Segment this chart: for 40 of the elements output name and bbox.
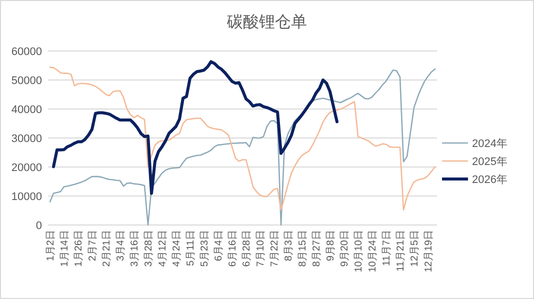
x-tick-label: 6月4日	[214, 230, 224, 262]
x-tick-label: 3月28日	[144, 230, 154, 267]
x-tick-label: 1月26日	[74, 230, 84, 267]
line-series	[52, 60, 338, 195]
x-tick-label: 6月16日	[228, 230, 238, 267]
y-tick-label: 10000	[11, 191, 42, 203]
x-tick-label: 9月20日	[340, 230, 350, 267]
y-tick-label: 20000	[11, 162, 42, 174]
x-tick-label: 1月14日	[60, 230, 70, 267]
legend-label: 2026年	[472, 174, 508, 186]
x-tick-label: 12月5日	[410, 230, 420, 267]
x-tick-label: 8月3日	[284, 230, 294, 262]
x-tick-label: 12月19日	[424, 230, 434, 272]
x-tick-label: 4月12日	[158, 230, 168, 267]
x-tick-label: 1月2日	[46, 230, 56, 262]
y-tick-label: 0	[36, 220, 42, 232]
y-tick-label: 30000	[11, 133, 42, 145]
x-tick-label: 2月7日	[88, 230, 98, 262]
x-tick-label: 8月27日	[312, 230, 322, 267]
x-tick-label: 10月10日	[354, 230, 364, 272]
x-tick-label: 5月11日	[186, 230, 196, 266]
y-tick-label: 40000	[11, 104, 42, 116]
x-tick-label: 6月28日	[242, 230, 252, 267]
x-tick-label: 11月7日	[382, 230, 392, 266]
x-tick-label: 5月23日	[200, 230, 210, 267]
legend-label: 2024年	[472, 138, 508, 150]
chart-title: 碳酸锂仓单	[226, 13, 307, 31]
legend-label: 2025年	[472, 156, 508, 168]
x-tick-label: 9月8日	[326, 230, 336, 262]
y-tick-label: 50000	[11, 75, 42, 87]
x-tick-label: 3月16日	[130, 230, 140, 267]
y-tick-label: 60000	[11, 46, 42, 58]
x-tick-label: 10月24日	[368, 230, 378, 272]
x-tick-label: 7月22日	[270, 230, 280, 267]
x-tick-label: 4月24日	[172, 230, 182, 267]
x-tick-label: 11月21日	[396, 230, 406, 272]
x-tick-label: 7月10日	[256, 230, 266, 267]
x-tick-label: 8月15日	[298, 230, 308, 267]
x-tick-label: 2月21日	[102, 230, 112, 267]
x-tick-label: 3月4日	[116, 230, 126, 262]
